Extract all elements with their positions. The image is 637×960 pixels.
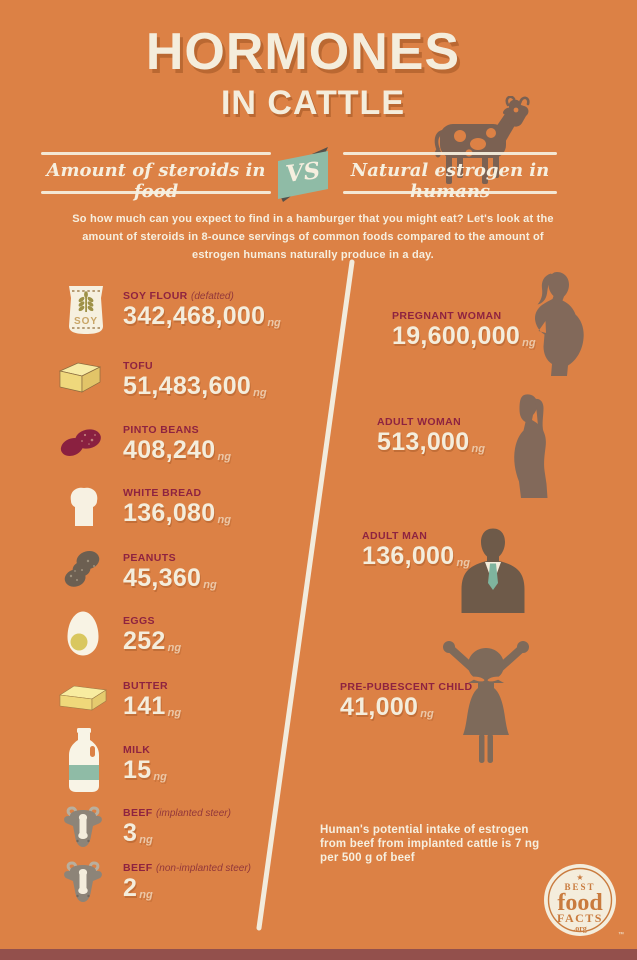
food-row: EGGS 252 ng <box>123 615 181 660</box>
food-name: BEEF <box>123 862 153 874</box>
food-row: WHITE BREAD 136,080 ng <box>123 487 231 532</box>
unit-label: ng <box>267 317 281 329</box>
food-name: SOY FLOUR <box>123 290 188 302</box>
trademark-symbol: ™ <box>618 932 624 938</box>
unit-label: ng <box>471 443 485 455</box>
best-food-facts-logo: ★ BEST food FACTS .org <box>543 863 617 937</box>
footer-bar <box>0 949 637 960</box>
human-value: 41,000 <box>340 693 419 721</box>
food-value: 252 <box>123 627 166 655</box>
unit-label: ng <box>456 557 470 569</box>
banner-rule-top-right <box>343 152 557 155</box>
page-subtitle: IN CATTLE <box>220 84 405 122</box>
human-name: PRE-PUBESCENT CHILD <box>340 681 473 693</box>
food-row: BEEF (non-implanted steer) 2 ng <box>123 862 251 907</box>
banner-rule-top-left <box>41 152 271 155</box>
intro-text: So how much can you expect to find in a … <box>72 213 554 261</box>
food-name: MILK <box>123 744 151 756</box>
food-row: PEANUTS 45,360 ng <box>123 552 217 597</box>
food-note: (non-implanted steer) <box>155 863 251 874</box>
food-row: MILK 15 ng <box>123 744 167 789</box>
banner-right-label: Natural estrogen in humans <box>350 160 550 202</box>
human-name: ADULT WOMAN <box>377 416 462 428</box>
unit-label: ng <box>139 889 153 901</box>
logo-star: ★ <box>576 873 583 882</box>
human-name: PREGNANT WOMAN <box>392 310 502 322</box>
pinto-beans-icon <box>58 427 104 457</box>
page-title: HORMONES <box>145 23 461 81</box>
cow-head-icon <box>63 806 103 848</box>
milk-bottle-icon <box>66 727 102 793</box>
adult-woman-silhouette <box>500 392 560 498</box>
logo-best: BEST <box>564 882 595 892</box>
human-row: ADULT WOMAN 513,000 ng <box>377 416 485 461</box>
butter-icon <box>56 682 108 712</box>
egg-icon <box>64 610 102 658</box>
food-name: TOFU <box>123 360 153 372</box>
pregnant-woman-silhouette <box>526 271 584 377</box>
food-value: 2 <box>123 874 138 902</box>
food-row: TOFU 51,483,600 ng <box>123 360 267 405</box>
footnote-text: Human's potential intake of estrogen fro… <box>320 824 540 864</box>
food-value: 15 <box>123 756 152 784</box>
food-row: BEEF (implanted steer) 3 ng <box>123 807 231 852</box>
banner-rule-bottom-right <box>343 191 557 194</box>
unit-label: ng <box>153 771 167 783</box>
unit-label: ng <box>203 579 217 591</box>
unit-label: ng <box>167 707 182 719</box>
logo-food: food <box>557 890 603 916</box>
tofu-icon <box>58 360 102 394</box>
banner-left-label: Amount of steroids in food <box>46 160 266 202</box>
food-name: EGGS <box>123 615 155 627</box>
food-name: BEEF <box>123 807 153 819</box>
food-row: SOY FLOUR (defatted) 342,468,000 ng <box>123 290 281 335</box>
human-name: ADULT MAN <box>362 530 428 542</box>
soy-bag-icon: SOY <box>62 282 110 336</box>
human-value: 19,600,000 <box>392 322 521 350</box>
vs-ribbon <box>276 146 330 204</box>
food-name: WHITE BREAD <box>123 487 202 499</box>
svg-text:SOY: SOY <box>74 316 98 327</box>
food-value: 342,468,000 <box>123 302 266 330</box>
food-row: BUTTER 141 ng <box>123 680 181 725</box>
human-value: 136,000 <box>362 542 455 570</box>
food-value: 51,483,600 <box>123 372 252 400</box>
food-note: (implanted steer) <box>155 808 231 819</box>
unit-label: ng <box>139 834 153 846</box>
logo-org: .org <box>573 924 587 933</box>
unit-label: ng <box>420 708 434 720</box>
food-name: BUTTER <box>123 680 168 692</box>
human-row: PREGNANT WOMAN 19,600,000 ng <box>392 310 536 355</box>
food-note: (defatted) <box>191 291 234 302</box>
cow-head-icon <box>63 861 103 903</box>
bread-icon <box>64 483 104 531</box>
unit-label: ng <box>253 387 267 399</box>
food-value: 3 <box>123 819 138 847</box>
food-value: 136,080 <box>123 499 216 527</box>
unit-label: ng <box>217 451 231 463</box>
human-value: 513,000 <box>377 428 470 456</box>
food-name: PINTO BEANS <box>123 424 199 436</box>
unit-label: ng <box>217 514 231 526</box>
human-row: ADULT MAN 136,000 ng <box>362 530 470 575</box>
pre-pubescent-child-silhouette <box>436 638 536 764</box>
human-row: PRE-PUBESCENT CHILD 41,000 ng <box>340 681 472 726</box>
cow-icon <box>424 96 534 188</box>
food-value: 45,360 <box>123 564 202 592</box>
adult-man-silhouette <box>458 527 528 613</box>
food-value: 141 <box>123 692 166 720</box>
peanut-icon <box>60 549 104 589</box>
food-row: PINTO BEANS 408,240 ng <box>123 424 231 469</box>
unit-label: ng <box>167 642 182 654</box>
logo-facts: FACTS <box>557 911 603 925</box>
food-name: PEANUTS <box>123 552 176 564</box>
food-value: 408,240 <box>123 436 216 464</box>
banner-rule-bottom-left <box>41 191 271 194</box>
unit-label: ng <box>522 337 536 349</box>
